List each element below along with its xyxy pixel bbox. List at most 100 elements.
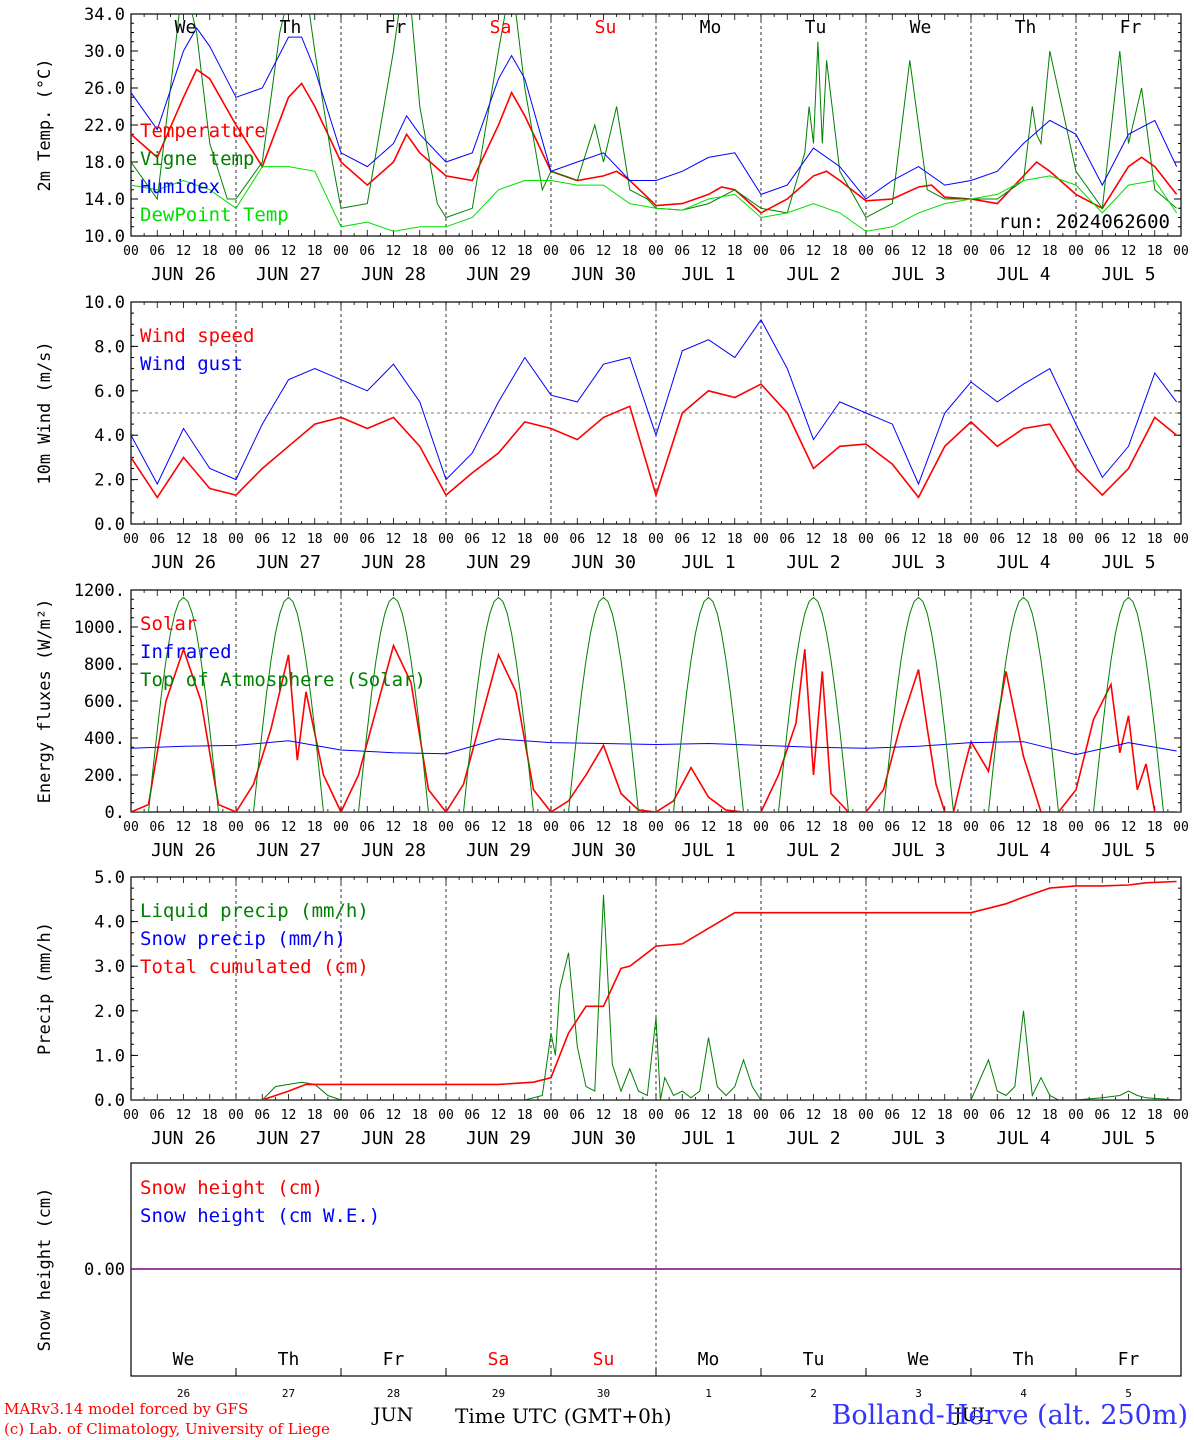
y-tick-label: 0.0 (94, 1091, 125, 1111)
hour-tick-label: 00 (963, 532, 979, 547)
hour-tick-label: 00 (1068, 244, 1084, 259)
hour-tick-label: 18 (202, 820, 218, 835)
y-tick-label: 1.0 (94, 1046, 125, 1066)
hour-tick-label: 00 (438, 532, 454, 547)
hour-tick-label: 00 (1173, 820, 1189, 835)
date-label: JUL 2 (786, 552, 840, 573)
hour-tick-label: 18 (937, 820, 953, 835)
hour-tick-label: 00 (543, 1108, 559, 1123)
hour-tick-label: 18 (202, 1108, 218, 1123)
date-label: JUN 26 (151, 840, 216, 861)
hour-tick-label: 18 (937, 1108, 953, 1123)
hour-tick-label: 06 (1094, 244, 1110, 259)
hour-tick-label: 12 (806, 820, 822, 835)
y-axis-label: Energy fluxes (W/m²) (35, 599, 55, 804)
hour-tick-label: 06 (1094, 532, 1110, 547)
hour-tick-label: 18 (832, 532, 848, 547)
month-label: JUN (373, 1404, 414, 1426)
date-label: JUN 28 (361, 840, 426, 861)
date-label: JUL 2 (786, 264, 840, 285)
day-number-label: 28 (387, 1387, 400, 1400)
hour-tick-label: 18 (727, 1108, 743, 1123)
legend-entry: Solar (140, 613, 197, 635)
date-label: JUL 5 (1101, 264, 1155, 285)
date-label: JUN 29 (466, 552, 531, 573)
panel-wind: 00 06 12 18 00 06 12 18 00 06 12 18 00 06 12 18 00 06 12 18… (35, 293, 1189, 573)
date-label: JUN 26 (151, 264, 216, 285)
hour-tick-label: 06 (464, 1108, 480, 1123)
hour-tick-label: 18 (727, 532, 743, 547)
hour-tick-label: 00 (228, 244, 244, 259)
hour-tick-label: 00 (648, 532, 664, 547)
weekday-label: Mo (698, 1349, 720, 1370)
hour-tick-label: 00 (123, 532, 139, 547)
legend-entry: Infrared (140, 641, 232, 663)
hour-tick-label: 18 (517, 820, 533, 835)
date-label: JUL 3 (891, 1128, 945, 1149)
model-credit-line1: MARv3.14 model forced by GFS (4, 1400, 249, 1418)
hour-tick-label: 12 (1016, 820, 1032, 835)
hour-tick-label: 06 (989, 820, 1005, 835)
hour-tick-label: 18 (517, 532, 533, 547)
date-label: JUN 29 (466, 264, 531, 285)
hour-tick-label: 06 (884, 1108, 900, 1123)
hour-tick-label: 06 (464, 532, 480, 547)
hour-tick-label: 12 (911, 820, 927, 835)
hour-tick-label: 00 (648, 820, 664, 835)
hour-tick-label: 12 (596, 820, 612, 835)
date-label: JUN 30 (571, 1128, 636, 1149)
y-axis-label: 10m Wind (m/s) (35, 341, 55, 484)
hour-tick-label: 06 (254, 244, 270, 259)
hour-tick-label: 06 (569, 1108, 585, 1123)
hour-tick-label: 12 (386, 532, 402, 547)
date-label: JUN 30 (571, 840, 636, 861)
weekday-label: We (173, 1349, 195, 1370)
hour-tick-label: 06 (149, 532, 165, 547)
date-label: JUL 3 (891, 840, 945, 861)
hour-tick-label: 12 (806, 244, 822, 259)
hour-tick-label: 12 (701, 1108, 717, 1123)
hour-tick-label: 18 (622, 532, 638, 547)
hour-tick-label: 18 (307, 820, 323, 835)
day-number-label: 30 (597, 1387, 610, 1400)
hour-tick-label: 00 (1173, 244, 1189, 259)
hour-tick-label: 12 (386, 820, 402, 835)
hour-tick-label: 00 (648, 244, 664, 259)
hour-tick-label: 00 (438, 820, 454, 835)
date-label: JUL 1 (681, 1128, 735, 1149)
y-tick-label: 4.0 (94, 913, 125, 933)
y-tick-label: 3.0 (94, 957, 125, 977)
y-tick-label: 1000. (74, 618, 125, 638)
y-tick-label: 30.0 (84, 42, 125, 62)
hour-tick-label: 12 (596, 244, 612, 259)
hour-tick-label: 06 (254, 532, 270, 547)
y-tick-label: 18.0 (84, 153, 125, 173)
legend-entry: Snow precip (mm/h) (140, 928, 346, 950)
weekday-label: Su (593, 1349, 615, 1370)
day-number-label: 5 (1125, 1387, 1132, 1400)
legend-entry: Temperature (140, 120, 266, 142)
hour-tick-label: 18 (517, 1108, 533, 1123)
hour-tick-label: 06 (359, 820, 375, 835)
hour-tick-label: 12 (911, 1108, 927, 1123)
time-axis-label: Time UTC (GMT+0h) (455, 1404, 672, 1428)
hour-tick-label: 12 (806, 532, 822, 547)
hour-tick-label: 18 (412, 1108, 428, 1123)
day-number-label: 26 (177, 1387, 190, 1400)
hour-tick-label: 00 (228, 820, 244, 835)
weekday-label: We (175, 17, 197, 38)
hour-tick-label: 12 (491, 820, 507, 835)
weekday-label: We (910, 17, 932, 38)
legend-entry: DewPoint Temp (140, 204, 289, 226)
weekday-label: Sa (490, 17, 512, 38)
series-humidex (131, 26, 1178, 200)
series-temperature (131, 68, 1178, 214)
date-label: JUL 3 (891, 264, 945, 285)
hour-tick-label: 00 (543, 244, 559, 259)
hour-tick-label: 00 (753, 532, 769, 547)
day-number-label: 3 (915, 1387, 922, 1400)
hour-tick-label: 18 (412, 244, 428, 259)
weekday-label: Fr (1118, 1349, 1140, 1370)
hour-tick-label: 12 (491, 532, 507, 547)
date-label: JUL 2 (786, 840, 840, 861)
